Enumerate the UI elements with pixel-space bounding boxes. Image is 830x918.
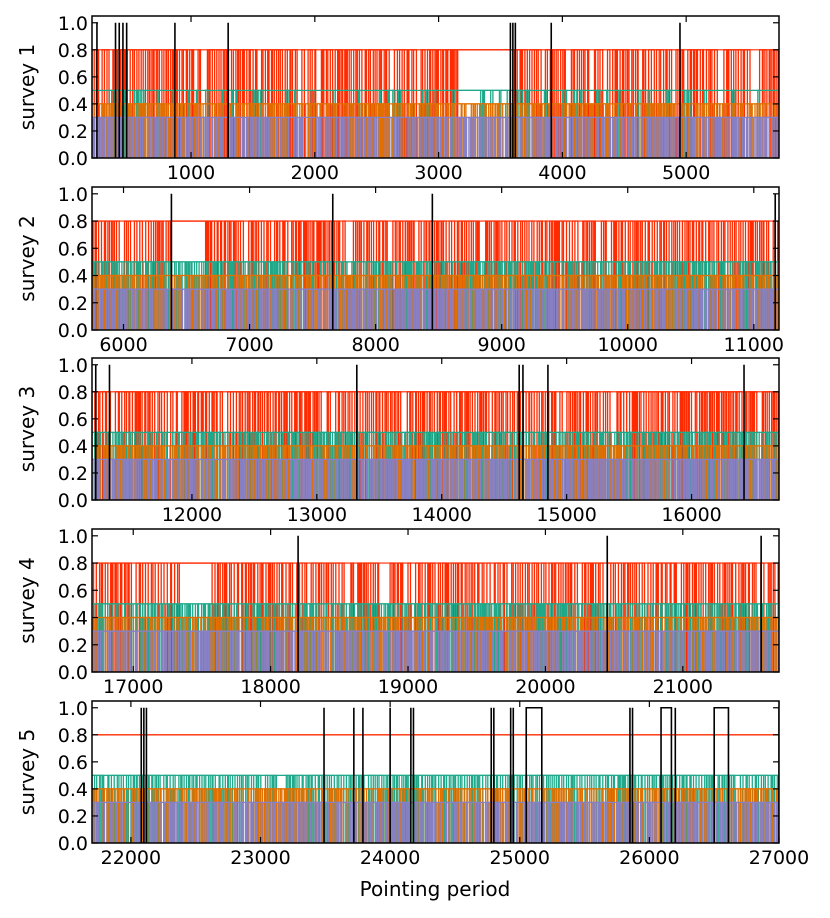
plot-area <box>92 22 779 158</box>
panel-frame <box>91 186 780 331</box>
panel-survey-3: 0.0 0.2 0.4 0.6 0.8 1.0 12000 13000 14000 15000 16… <box>15 355 780 526</box>
y-tick-label: 1.0 <box>58 184 88 206</box>
x-tick-label: 9000 <box>477 334 525 356</box>
black-box <box>713 706 730 843</box>
y-tick-label: 0.8 <box>58 40 88 62</box>
y-tick-label: 0.2 <box>58 293 88 315</box>
x-tick-label: 6000 <box>99 334 147 356</box>
black-box <box>525 706 543 843</box>
panel-frame <box>91 528 780 673</box>
plot-area <box>92 193 779 330</box>
x-tick-label: 22000 <box>101 847 161 869</box>
y-tick-label: 0.8 <box>58 553 88 575</box>
y-tick-label: 0.2 <box>58 806 88 828</box>
y-axis-label: survey 4 <box>15 557 39 643</box>
panel-survey-1: 0.0 0.2 0.4 0.6 0.8 1.0 1000 2000 3000 4000 5000 su… <box>15 13 780 184</box>
y-tick-label: 1.0 <box>58 526 88 548</box>
x-tick-label: 23000 <box>230 847 290 869</box>
y-tick-label: 0.4 <box>58 94 88 116</box>
panel-frame <box>91 357 780 501</box>
x-tick-label: 1000 <box>167 162 215 184</box>
x-tick-label: 25000 <box>490 847 550 869</box>
y-tick-label: 1.0 <box>58 13 88 35</box>
y-tick-label: 0.4 <box>58 436 88 458</box>
y-tick-label: 0.0 <box>58 490 88 512</box>
x-tick-label: 10000 <box>598 334 658 356</box>
x-tick-label: 7000 <box>225 334 273 356</box>
x-tick-label: 5000 <box>662 162 710 184</box>
x-tick-label: 21000 <box>653 676 713 698</box>
x-tick-label: 12000 <box>162 504 222 526</box>
y-tick-label: 0.0 <box>58 320 88 342</box>
x-tick-label: 15000 <box>536 504 596 526</box>
y-tick-label: 0.8 <box>58 382 88 404</box>
y-tick-label: 0.4 <box>58 779 88 801</box>
x-tick-label: 13000 <box>287 504 347 526</box>
y-tick-label: 0.6 <box>58 409 88 431</box>
black-box <box>660 706 673 843</box>
y-tick-label: 0.0 <box>58 148 88 170</box>
y-tick-label: 0.2 <box>58 635 88 657</box>
y-tick-label: 0.8 <box>58 211 88 233</box>
y-tick-label: 1.0 <box>58 355 88 377</box>
y-tick-label: 0.0 <box>58 662 88 684</box>
y-tick-label: 0.6 <box>58 67 88 89</box>
panel-frame <box>91 15 780 159</box>
x-tick-label: 20000 <box>515 676 575 698</box>
panel-frame <box>91 700 780 844</box>
x-tick-label: 8000 <box>351 334 399 356</box>
y-tick-label: 0.6 <box>58 580 88 602</box>
x-tick-label: 18000 <box>240 676 300 698</box>
x-tick-label: 2000 <box>291 162 339 184</box>
x-tick-label: 17000 <box>103 676 163 698</box>
x-axis-label: Pointing period <box>360 877 511 901</box>
x-tick-label: 16000 <box>661 504 721 526</box>
y-tick-label: 0.2 <box>58 121 88 143</box>
x-tick-label: 27000 <box>749 847 809 869</box>
y-axis-label: survey 2 <box>15 215 39 301</box>
panel-survey-2: 0.0 0.2 0.4 0.6 0.8 1.0 6000 7000 8000 9000 10000 1… <box>15 184 784 356</box>
plot-area <box>92 535 779 672</box>
panel-survey-4: 0.0 0.2 0.4 0.6 0.8 1.0 17000 18000 19000 20000 21… <box>15 526 780 698</box>
y-tick-label: 0.2 <box>58 463 88 485</box>
y-tick-label: 0.0 <box>58 833 88 855</box>
plot-area <box>92 706 779 843</box>
x-tick-label: 26000 <box>619 847 679 869</box>
y-tick-label: 0.8 <box>58 725 88 747</box>
y-tick-label: 1.0 <box>58 698 88 720</box>
x-tick-label: 11000 <box>724 334 784 356</box>
x-tick-label: 3000 <box>414 162 462 184</box>
x-tick-label: 14000 <box>412 504 472 526</box>
panel-survey-5: 0.0 0.2 0.4 0.6 0.8 1.0 22000 23000 24000 25000 26… <box>15 698 809 869</box>
plot-area <box>92 364 779 500</box>
x-tick-label: 24000 <box>360 847 420 869</box>
x-tick-label: 19000 <box>378 676 438 698</box>
y-axis-label: survey 1 <box>15 44 39 130</box>
x-tick-label: 4000 <box>538 162 586 184</box>
y-tick-label: 0.6 <box>58 752 88 774</box>
y-axis-label: survey 3 <box>15 386 39 472</box>
y-tick-label: 0.4 <box>58 266 88 288</box>
y-axis-label: survey 5 <box>15 729 39 815</box>
y-tick-label: 0.6 <box>58 238 88 260</box>
y-tick-label: 0.4 <box>58 608 88 630</box>
